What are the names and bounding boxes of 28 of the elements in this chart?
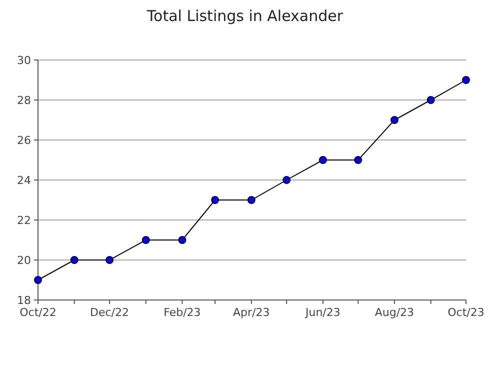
x-tick-label: Aug/23: [374, 306, 414, 319]
y-tick-label: 26: [17, 134, 31, 147]
point: [282, 176, 291, 184]
y-tick-label: 18: [17, 294, 31, 307]
y-tick-label: 24: [17, 174, 31, 187]
x-tick-label: Feb/23: [164, 306, 201, 319]
point: [390, 116, 398, 124]
point: [318, 156, 327, 164]
point: [426, 96, 435, 104]
y-tick-label: 28: [17, 94, 31, 107]
x-tick-label: Oct/23: [448, 306, 484, 319]
point: [354, 156, 362, 164]
x-tick-label: Jun/23: [304, 306, 340, 319]
x-tick-label: Oct/22: [20, 306, 56, 319]
point: [247, 196, 256, 204]
chart-title: Total Listings in Alexander: [146, 7, 344, 25]
y-tick-label: 22: [17, 214, 31, 227]
point: [106, 256, 114, 264]
x-tick-label: Apr/23: [233, 306, 270, 319]
point: [34, 276, 42, 284]
point: [211, 196, 220, 204]
y-tick-label: 30: [17, 54, 31, 67]
point: [462, 76, 470, 84]
x-tick-label: Dec/22: [90, 306, 130, 319]
point: [70, 256, 78, 264]
y-tick-label: 20: [17, 254, 31, 267]
point: [178, 236, 186, 244]
point: [142, 236, 150, 244]
